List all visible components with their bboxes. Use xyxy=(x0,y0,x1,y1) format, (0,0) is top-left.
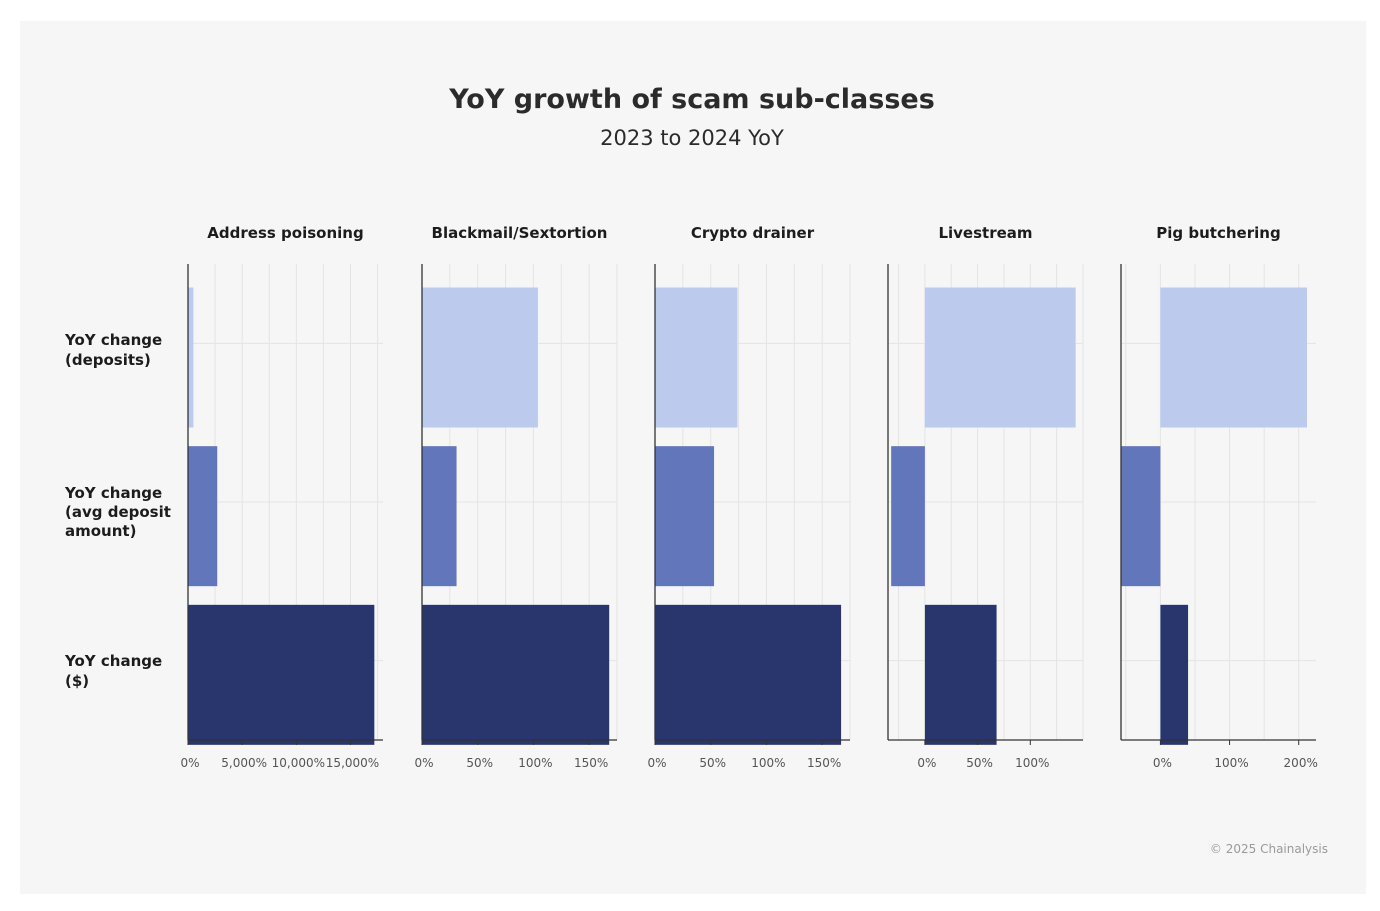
panel-title: Address poisoning xyxy=(207,224,363,242)
bar xyxy=(1160,287,1308,428)
bar xyxy=(422,287,538,428)
copyright-notice: © 2025 Chainalysis xyxy=(1209,842,1328,856)
panel-title: Livestream xyxy=(938,224,1032,242)
panel-title: Pig butchering xyxy=(1156,224,1280,242)
tick-label: 50% xyxy=(699,756,726,770)
bar xyxy=(188,287,194,428)
tick-label: 150% xyxy=(574,756,608,770)
row-label: YoY change xyxy=(64,652,162,670)
bar xyxy=(1160,604,1189,745)
row-label: (avg deposit xyxy=(65,503,171,521)
bar xyxy=(924,287,1076,428)
bar xyxy=(655,604,842,745)
bar xyxy=(422,604,610,745)
chart-title: YoY growth of scam sub-classes xyxy=(449,84,935,115)
bar xyxy=(924,604,997,745)
tick-label: 100% xyxy=(518,756,552,770)
tick-label: 0% xyxy=(647,756,666,770)
tick-label: 200% xyxy=(1284,756,1318,770)
tick-label: 10,000% xyxy=(272,756,325,770)
bar xyxy=(655,446,715,587)
panel-title: Blackmail/Sextortion xyxy=(432,224,608,242)
row-label: YoY change xyxy=(64,484,162,502)
panel-4: Pig butchering 0% 100% 200% xyxy=(1120,224,1318,770)
tick-label: 15,000% xyxy=(326,756,379,770)
tick-label: 0% xyxy=(1153,756,1172,770)
bar xyxy=(188,446,218,587)
row-label: ($) xyxy=(65,672,89,690)
row-label: (deposits) xyxy=(65,351,151,369)
panel-1: Blackmail/Sextortion 0% 50% 100% 150% xyxy=(414,224,618,770)
panel-2: Crypto drainer 0% 50% 100% 150% xyxy=(647,224,851,770)
tick-label: 150% xyxy=(807,756,841,770)
row-label: amount) xyxy=(65,522,136,540)
tick-label: 0% xyxy=(180,756,199,770)
tick-label: 50% xyxy=(966,756,993,770)
chart-subtitle: 2023 to 2024 YoY xyxy=(600,126,784,150)
bar xyxy=(891,446,925,587)
bar xyxy=(655,287,738,428)
tick-label: 100% xyxy=(1214,756,1248,770)
tick-label: 0% xyxy=(917,756,936,770)
bar xyxy=(1121,446,1161,587)
tick-label: 0% xyxy=(414,756,433,770)
row-label: YoY change xyxy=(64,331,162,349)
panel-title: Crypto drainer xyxy=(691,224,815,242)
bar xyxy=(422,446,457,587)
tick-label: 50% xyxy=(466,756,493,770)
bar xyxy=(188,604,375,745)
tick-label: 5,000% xyxy=(221,756,267,770)
tick-label: 100% xyxy=(751,756,785,770)
panel-0: Address poisoning 0% 5,000% 10,000% 15,000% xyxy=(180,224,383,770)
panel-3: Livestream 0% 50% 100% xyxy=(887,224,1084,770)
tick-label: 100% xyxy=(1015,756,1049,770)
